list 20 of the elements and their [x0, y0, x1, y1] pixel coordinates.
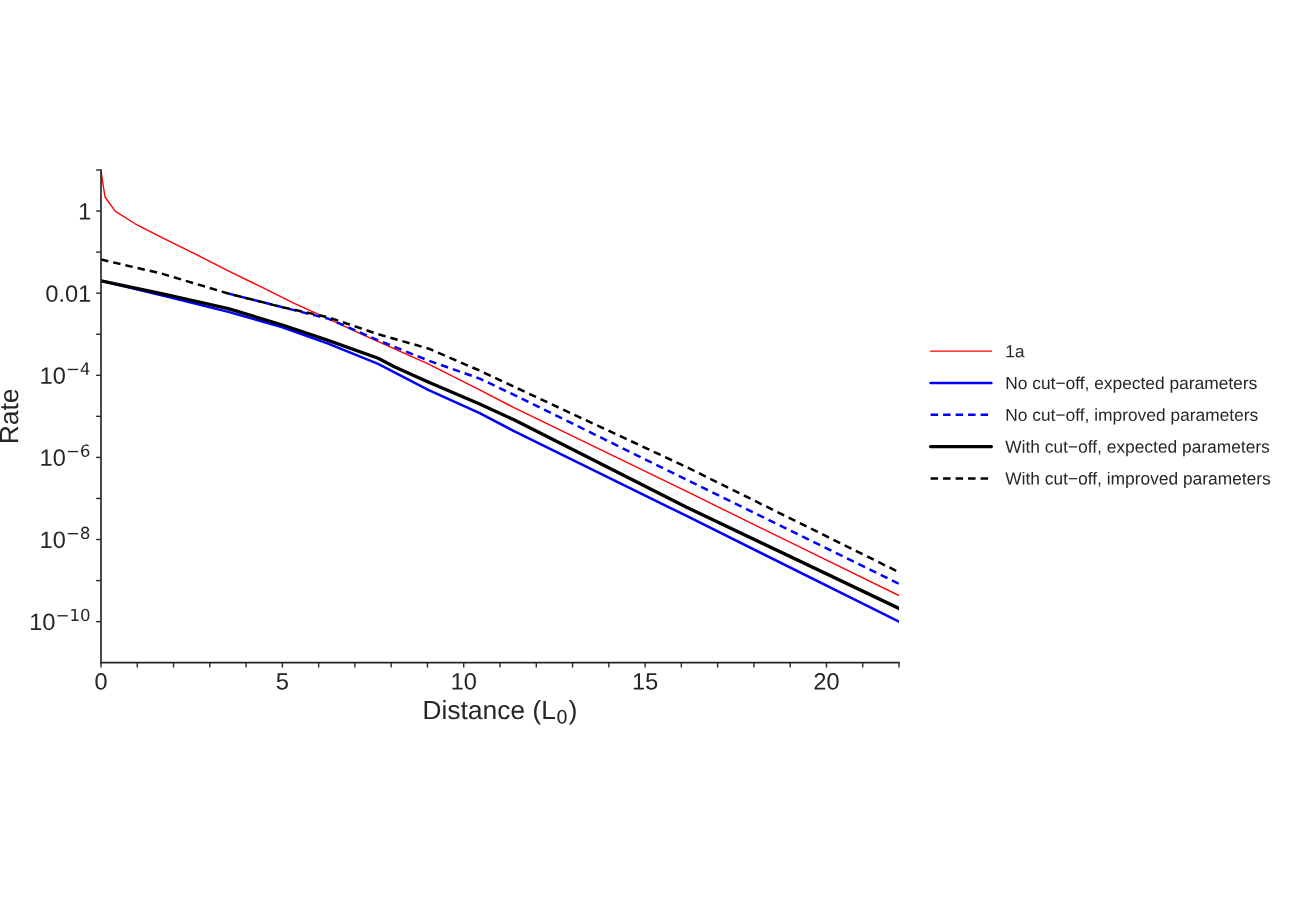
legend-label: 1a — [1006, 345, 1025, 358]
legend-label: No cut−off, expected parameters — [1006, 376, 1257, 393]
x-tick-label: 20 — [814, 673, 839, 690]
x-tick-label: 0 — [95, 673, 107, 690]
x-tick-label: 15 — [633, 673, 658, 690]
y-tick-label: 1 — [79, 203, 91, 220]
y-tick-label: 10$^{−8}$ — [41, 526, 90, 549]
y-tick-label: 10$^{−10}$ — [30, 608, 90, 631]
legend-label: No cut−off, improved parameters — [1006, 408, 1258, 425]
legend-label: With cut−off, expected parameters — [1005, 440, 1270, 457]
x-tick-label: 5 — [276, 673, 288, 690]
y-tick-label: 10$^{−6}$ — [41, 444, 90, 467]
y-axis-title: Rate — [0, 389, 19, 443]
y-tick-label: 10$^{−4}$ — [41, 362, 90, 384]
x-tick-label: 10 — [452, 673, 476, 690]
line-series — [227, 292, 899, 586]
legend-label: With cut−off, improved parameters — [1005, 471, 1271, 489]
y-tick-label: 0.01 — [46, 285, 91, 302]
line-series — [101, 258, 899, 574]
x-axis-title: Distance (L$_{0}$) — [424, 699, 576, 725]
